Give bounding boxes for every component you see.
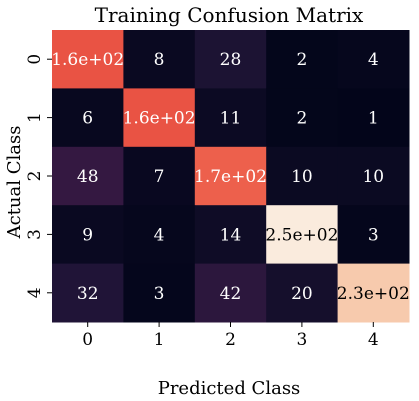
cell-value-label-r4-c4: 2.3e+02 (337, 284, 410, 304)
x-tick-label-1: 1 (154, 330, 165, 350)
cell-value-label-r0-c1: 8 (154, 50, 165, 70)
cell-value-label-r2-c4: 10 (362, 167, 384, 187)
heatmap-cell-r0-c4 (337, 30, 410, 89)
y-tick-label-2: 2 (25, 171, 45, 182)
heatmap-cell-r0-c0 (52, 30, 124, 89)
y-tick-label-0: 0 (25, 54, 45, 65)
heatmap-cell-r3-c3 (266, 205, 339, 265)
heatmap-cell-r3-c2 (194, 205, 267, 265)
y-axis-ticks: 0 1 2 3 4 (25, 54, 52, 298)
heatmap-cell-r1-c4 (337, 88, 410, 148)
cell-value-label-r3-c2: 14 (220, 225, 242, 245)
heatmap-cell-r0-c2 (194, 30, 267, 89)
cell-value-label-r1-c4: 1 (368, 109, 379, 129)
heatmap-cell-r0-c1 (123, 30, 196, 89)
heatmap-cell-r4-c2 (194, 263, 267, 323)
heatmap-cell-r2-c2 (194, 146, 267, 206)
cell-value-label-r1-c1: 1.6e+02 (123, 109, 196, 129)
cell-value-label-r3-c1: 4 (154, 225, 165, 245)
cell-value-label-r2-c1: 7 (154, 167, 165, 187)
x-tick-label-2: 2 (225, 330, 236, 350)
heatmap-cell-r3-c0 (52, 205, 124, 265)
cell-value-label-r2-c2: 1.7e+02 (194, 167, 267, 187)
heatmap-cell-r2-c1 (123, 146, 196, 206)
heatmap-cells: 1.6e+02 8 28 2 4 6 1.6e+02 11 2 1 48 7 1.7e+02 10 10 9 4… (51, 30, 410, 323)
y-tick-label-4: 4 (25, 287, 45, 298)
heatmap-cell-r1-c1 (123, 88, 196, 148)
cell-value-label-r0-c0: 1.6e+02 (51, 50, 124, 70)
cell-value-label-r2-c3: 10 (291, 167, 313, 187)
heatmap-cell-r3-c4 (337, 205, 410, 265)
x-axis-label: Predicted Class (158, 378, 301, 399)
heatmap-cell-r4-c4 (337, 263, 410, 323)
x-axis-ticks: 0 1 2 3 4 (82, 322, 379, 350)
cell-value-label-r3-c3: 2.5e+02 (265, 225, 338, 245)
heatmap-cell-r2-c4 (337, 146, 410, 206)
y-tick-label-3: 3 (25, 229, 45, 240)
heatmap-cell-r0-c3 (266, 30, 339, 89)
heatmap-cell-r4-c1 (123, 263, 196, 323)
heatmap-cell-r4-c3 (266, 263, 339, 323)
x-tick-label-0: 0 (82, 330, 93, 350)
chart-title: Training Confusion Matrix (95, 3, 364, 27)
y-axis-label: Actual Class (4, 126, 25, 240)
cell-value-label-r3-c0: 9 (82, 225, 93, 245)
heatmap-cell-r2-c3 (266, 146, 339, 206)
cell-value-label-r1-c3: 2 (296, 109, 307, 129)
heatmap-cell-r1-c0 (52, 88, 124, 148)
cell-value-label-r0-c4: 4 (368, 50, 379, 70)
cell-value-label-r0-c3: 2 (296, 50, 307, 70)
x-tick-label-3: 3 (296, 330, 307, 350)
cell-value-label-r2-c0: 48 (77, 167, 99, 187)
y-tick-label-1: 1 (25, 112, 45, 123)
cell-value-label-r0-c2: 28 (220, 50, 242, 70)
cell-value-label-r4-c3: 20 (291, 284, 313, 304)
cell-value-label-r4-c2: 42 (220, 284, 242, 304)
heatmap-cell-r1-c2 (194, 88, 267, 148)
heatmap-cell-r4-c0 (52, 263, 124, 323)
heatmap-cell-r2-c0 (52, 146, 124, 206)
x-tick-label-4: 4 (368, 330, 379, 350)
cell-value-label-r1-c2: 11 (220, 109, 242, 129)
cell-value-label-r3-c4: 3 (368, 225, 379, 245)
cell-value-label-r1-c0: 6 (82, 109, 93, 129)
cell-value-label-r4-c0: 32 (77, 284, 99, 304)
heatmap-cell-r1-c3 (266, 88, 339, 148)
cell-value-label-r4-c1: 3 (154, 284, 165, 304)
heatmap-cell-r3-c1 (123, 205, 196, 265)
